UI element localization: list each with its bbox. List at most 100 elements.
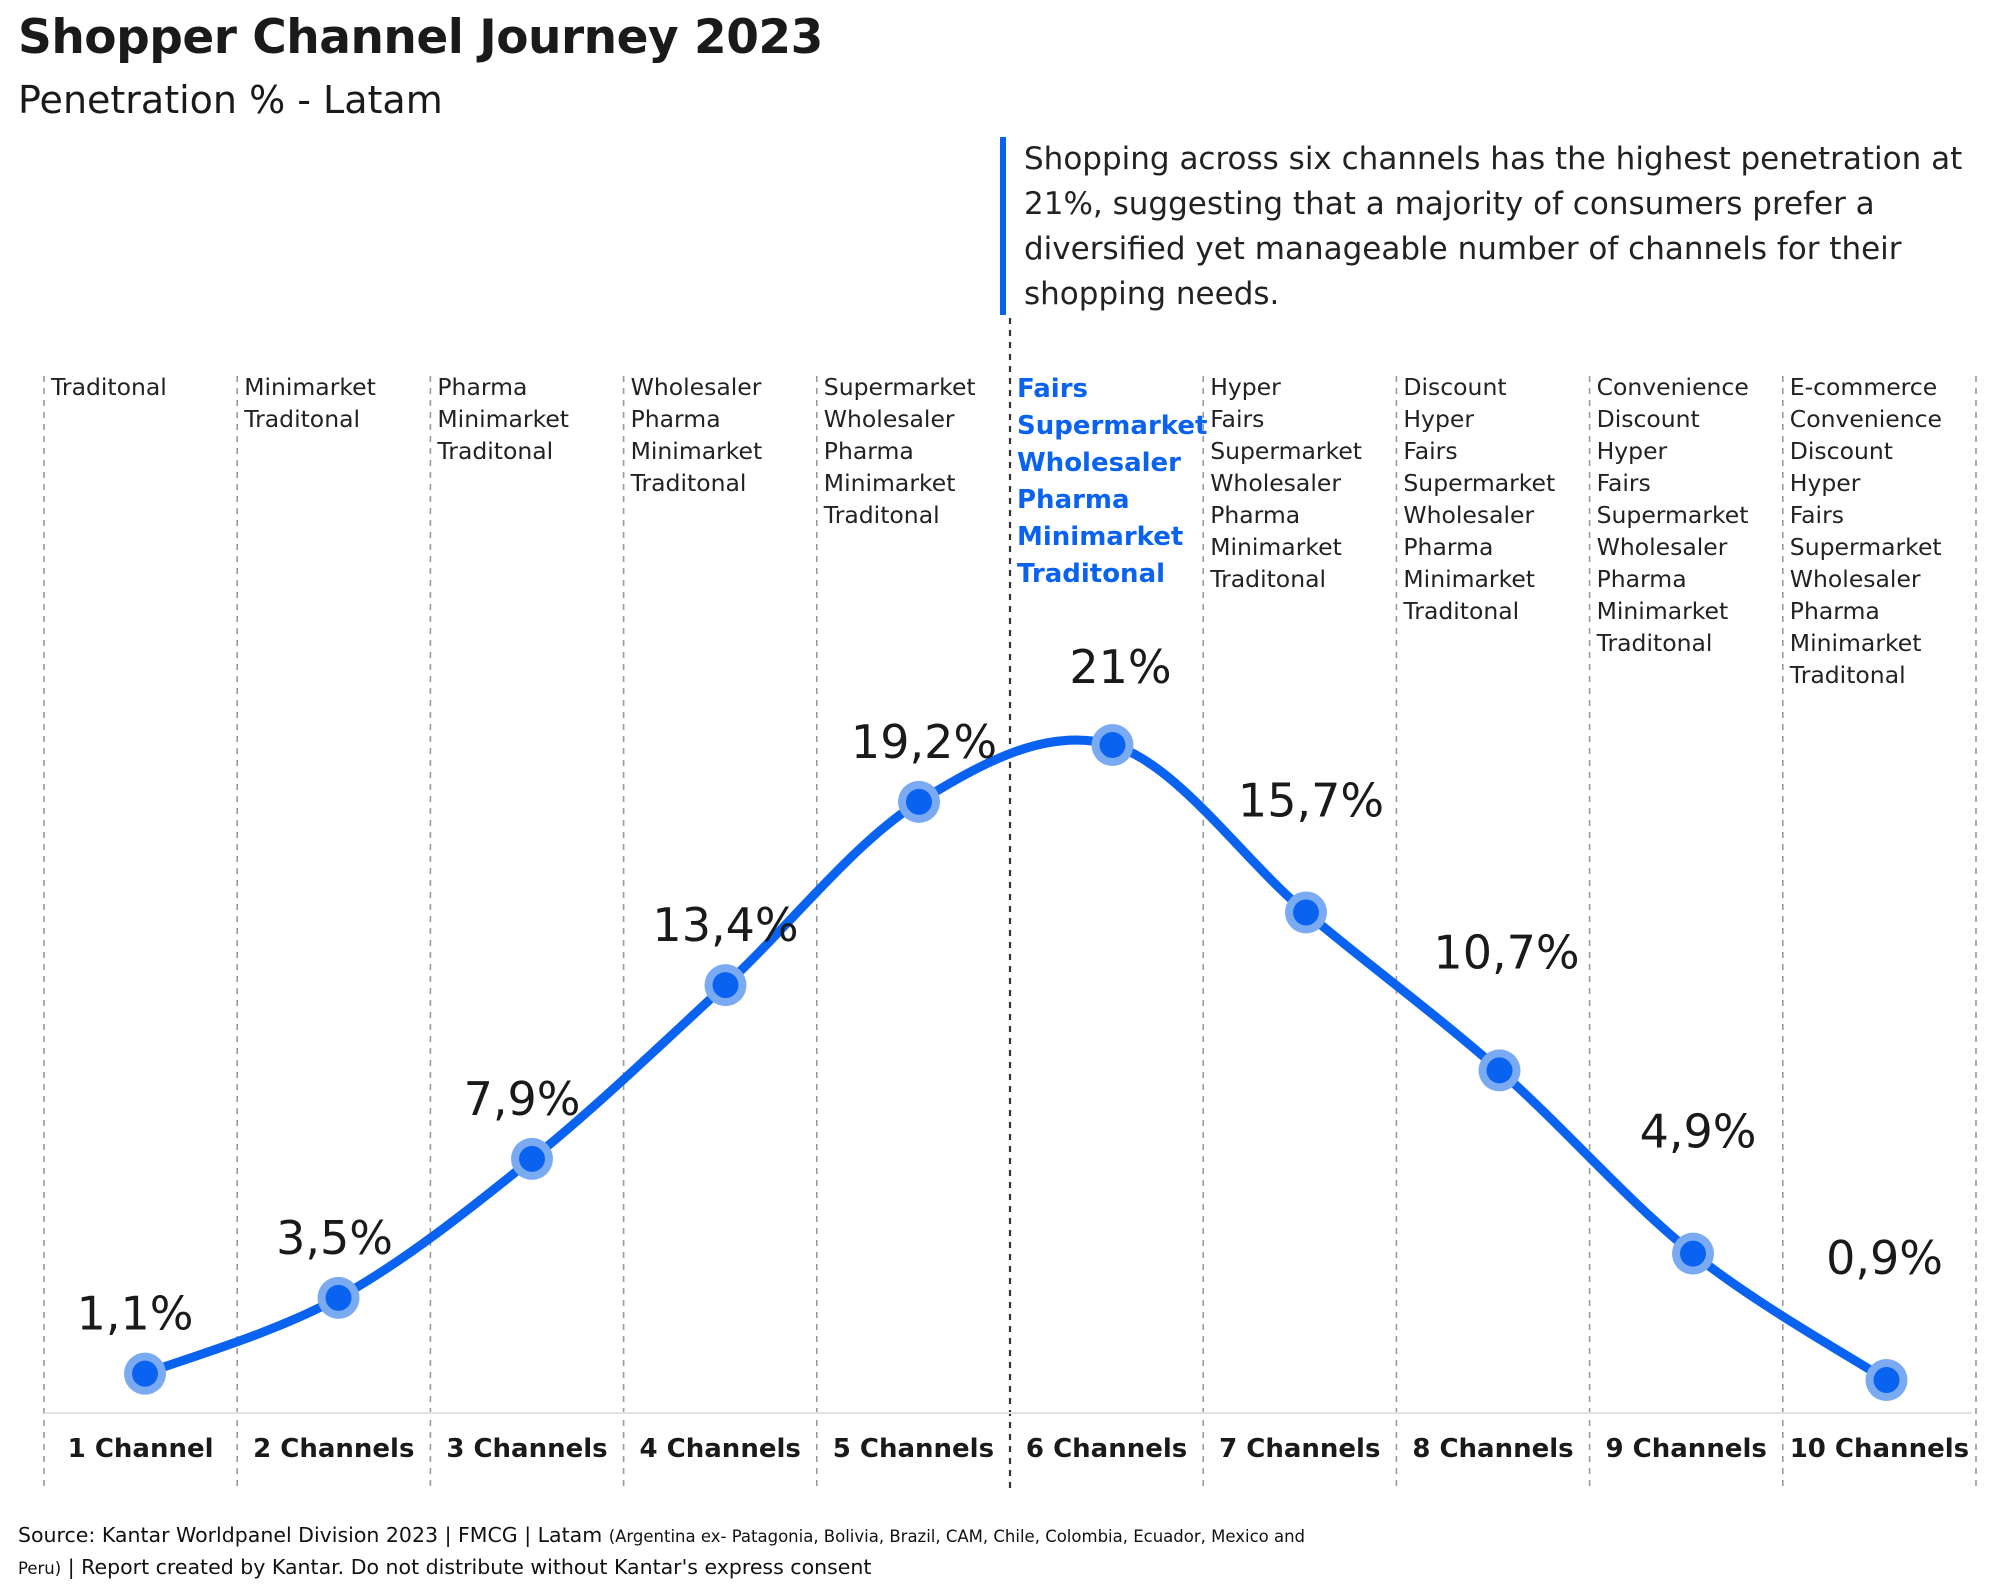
data-point [1478,1049,1521,1092]
channel-list-item: Wholesaler [824,405,955,433]
data-point [1672,1232,1714,1275]
channel-list-item: Wholesaler [1790,565,1921,593]
channel-list-item: Minimarket [244,373,376,401]
insight-callout: Shopping across six channels has the hig… [1000,137,1981,315]
channel-list-item: Wholesaler [1017,448,1181,478]
data-point-dot [712,972,739,999]
channel-list-item: Pharma [437,373,527,401]
channel-list-item: Pharma [1403,533,1493,561]
data-point-dot [132,1360,158,1387]
channel-penetration-chart: Traditonal Minimarket Traditonal Pharma Mini… [43,318,1977,1490]
channel-list-item: Traditonal [1017,559,1165,589]
channel-list-item: Supermarket [1790,533,1942,561]
data-point-dot [1293,899,1319,926]
channel-list-item: Minimarket [1017,522,1183,552]
channel-list-item: Supermarket [1017,411,1207,441]
data-point [124,1352,166,1395]
channel-list-item: Wholesaler [631,373,762,401]
channel-list-item: Wholesaler [1210,469,1341,497]
channel-list-item: Fairs [1210,405,1264,433]
channel-list-item: Fairs [1403,437,1457,465]
data-label: 7,9% [464,1072,581,1126]
channel-list-item: Discount [1790,437,1893,465]
x-tick-label: 3 Channels [446,1434,607,1464]
source-countries: (Argentina ex- Patagonia, Bolivia, Brazi… [18,1527,1306,1578]
channel-list-item: Minimarket [824,469,956,497]
data-label: 4,9% [1640,1105,1757,1159]
channel-list-item: Traditonal [1209,565,1326,593]
data-point-dot [906,788,932,815]
x-tick-label: 1 Channel [68,1434,214,1464]
channel-list-item: Pharma [1017,485,1130,515]
channel-list-item: Minimarket [1210,533,1342,561]
channel-lists: Traditonal Minimarket Traditonal Pharma Mini… [50,373,1942,689]
channel-list-item: Supermarket [1597,501,1749,529]
data-point [898,780,940,823]
source-main: Source: Kantar Worldpanel Division 2023 … [18,1523,603,1547]
channel-list-item: Traditonal [823,501,940,529]
data-point [1091,724,1134,766]
channel-list-item: Wholesaler [1597,533,1728,561]
channel-list-item: Hyper [1210,373,1281,401]
data-label: 13,4% [652,898,798,952]
data-point [704,964,747,1007]
channel-list-item: Traditonal [1402,597,1519,625]
source-tail: | Report created by Kantar. Do not distr… [67,1555,872,1579]
data-point-dot [1680,1240,1706,1267]
channel-list-item: Discount [1403,373,1506,401]
data-label: 0,9% [1826,1231,1943,1285]
x-tick-label: 10 Channels [1790,1434,1969,1464]
x-axis-tick-labels: 1 Channel 2 Channels 3 Channels 4 Channels 5… [68,1434,1969,1464]
x-tick-label: 2 Channels [253,1434,414,1464]
source-note: Source: Kantar Worldpanel Division 2023 … [18,1520,1318,1584]
data-label: 1,1% [77,1287,194,1341]
channel-list-item: Minimarket [1403,565,1535,593]
x-tick-label: 7 Channels [1219,1434,1380,1464]
x-tick-label: 4 Channels [640,1434,801,1464]
data-label: 21% [1069,640,1171,694]
channel-list-item: Wholesaler [1403,501,1534,529]
channel-list-item: Pharma [631,405,721,433]
channel-list-item: Supermarket [1210,437,1362,465]
channel-list-item: Convenience [1597,373,1749,401]
channel-list-item: Minimarket [631,437,763,465]
channel-list-item: Pharma [1597,565,1687,593]
channel-list-item: Fairs [1790,501,1844,529]
channel-list-item: Supermarket [824,373,976,401]
channel-list-item: Pharma [1790,597,1880,625]
chart-subtitle: Penetration % - Latam [18,78,443,122]
data-label: 15,7% [1238,773,1384,827]
data-point [1865,1359,1908,1401]
data-label: 19,2% [851,715,997,769]
channel-list-item: Fairs [1597,469,1651,497]
channel-list-item: Minimarket [437,405,569,433]
data-point-dot [519,1145,545,1172]
data-point-dot [1486,1057,1513,1084]
channel-list-item: Minimarket [1790,629,1922,657]
chart-title: Shopper Channel Journey 2023 [18,10,823,65]
channel-list-item: Pharma [824,437,914,465]
channel-list-item: Fairs [1017,374,1088,404]
data-label: 10,7% [1433,925,1579,979]
x-tick-label: 5 Channels [833,1434,994,1464]
callout-text: Shopping across six channels has the hig… [1024,141,1963,312]
x-tick-label: 9 Channels [1606,1434,1767,1464]
data-point [511,1137,553,1180]
x-tick-label: 6 Channels [1026,1434,1187,1464]
column-dividers [43,318,1977,1490]
channel-list-item: E-commerce [1790,373,1937,401]
data-point-dot [1099,732,1126,758]
channel-list-item: Convenience [1790,405,1942,433]
channel-list-item: Traditonal [1596,629,1713,657]
data-point-dot [325,1284,352,1311]
channel-list-item: Hyper [1403,405,1474,433]
channel-list-item: Traditonal [243,405,360,433]
data-markers [124,724,1908,1401]
channel-list-item: Pharma [1210,501,1300,529]
channel-list-item: Hyper [1790,469,1861,497]
x-tick-label: 8 Channels [1412,1434,1573,1464]
channel-list-item: Traditonal [50,373,167,401]
channel-list-item: Supermarket [1403,469,1555,497]
data-point [317,1276,360,1319]
channel-list-item: Discount [1597,405,1700,433]
